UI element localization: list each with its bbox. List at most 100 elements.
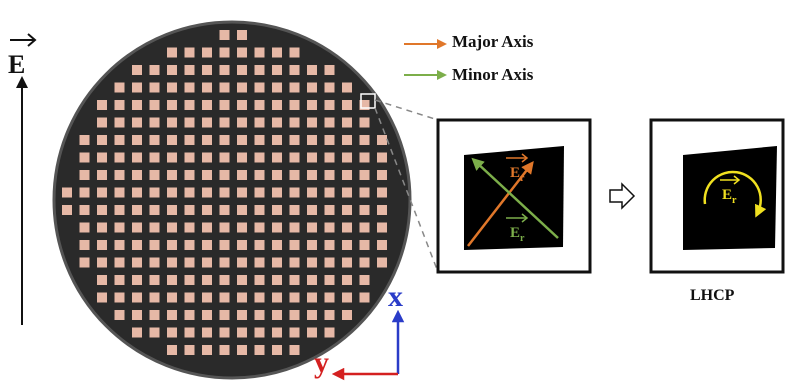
patch-element — [97, 100, 107, 110]
patch-element — [149, 117, 160, 128]
patch-element — [132, 275, 142, 285]
patch-element — [184, 100, 195, 110]
patch-element — [237, 222, 247, 233]
patch-element — [272, 135, 282, 145]
patch-element — [359, 170, 370, 180]
patch-element — [219, 345, 230, 355]
patch-element — [272, 222, 282, 233]
patch-element — [184, 310, 195, 320]
patch-element — [289, 257, 300, 268]
patch-element — [132, 292, 142, 303]
patch-element — [97, 152, 107, 163]
patch-element — [167, 100, 177, 110]
patch-element — [149, 292, 160, 303]
patch-element — [237, 65, 247, 75]
patch-element — [184, 47, 195, 58]
patch-element — [219, 117, 230, 128]
patch-element — [132, 222, 142, 233]
patch-element — [237, 345, 247, 355]
patch-element — [272, 187, 282, 198]
patch-element — [79, 170, 90, 180]
patch-element — [97, 257, 107, 268]
patch-element — [237, 292, 247, 303]
patch-element — [307, 275, 317, 285]
patch-element — [184, 327, 195, 338]
patch-element — [184, 275, 195, 285]
patch-element — [202, 117, 212, 128]
patch-element — [272, 257, 282, 268]
e-vector-head — [27, 33, 37, 47]
patch-element — [324, 292, 335, 303]
patch-element — [79, 205, 90, 215]
patch-element — [114, 222, 125, 233]
patch-element — [237, 152, 247, 163]
patch-element — [167, 117, 177, 128]
patch-element — [307, 187, 317, 198]
patch-element — [237, 205, 247, 215]
patch-element — [324, 65, 335, 75]
patch-element — [324, 240, 335, 250]
zoom-line-top — [374, 99, 439, 121]
patch-element — [97, 275, 107, 285]
patch-element — [324, 100, 335, 110]
patch-element — [307, 100, 317, 110]
patch-element — [97, 117, 107, 128]
patch-element — [254, 275, 265, 285]
patch-element — [114, 292, 125, 303]
patch-element — [254, 310, 265, 320]
patch-element — [254, 117, 265, 128]
patch-element — [149, 100, 160, 110]
patch-element — [149, 310, 160, 320]
patch-element — [202, 187, 212, 198]
patch-element — [97, 205, 107, 215]
patch-element — [167, 47, 177, 58]
circular-arrow-icon — [703, 170, 767, 218]
e-field-label: E — [8, 50, 26, 79]
patch-element — [272, 100, 282, 110]
patch-element — [342, 135, 352, 145]
patch-element — [237, 117, 247, 128]
patch-element — [307, 222, 317, 233]
lhcp-cell-patch — [683, 146, 777, 250]
patch-element — [202, 152, 212, 163]
patch-element — [219, 310, 230, 320]
patch-element — [184, 345, 195, 355]
patch-element — [114, 310, 125, 320]
patch-element — [184, 135, 195, 145]
patch-element — [289, 100, 300, 110]
patch-element — [254, 65, 265, 75]
patch-element — [359, 222, 370, 233]
zoom-line-bottom — [374, 107, 439, 273]
patch-element — [167, 345, 177, 355]
patch-element — [377, 222, 387, 233]
patch-element — [237, 257, 247, 268]
patch-element — [237, 30, 247, 40]
patch-element — [289, 240, 300, 250]
patch-element — [202, 135, 212, 145]
patch-element — [97, 135, 107, 145]
patch-element — [114, 135, 125, 145]
patch-element — [132, 100, 142, 110]
patch-element — [324, 135, 335, 145]
patch-element — [219, 187, 230, 198]
patch-element — [289, 222, 300, 233]
patch-element — [167, 135, 177, 145]
patch-element — [237, 310, 247, 320]
patch-element — [132, 205, 142, 215]
patch-element — [167, 170, 177, 180]
patch-element — [219, 327, 230, 338]
patch-element — [289, 275, 300, 285]
patch-element — [342, 82, 352, 93]
patch-element — [307, 65, 317, 75]
patch-element — [289, 205, 300, 215]
patch-element — [184, 205, 195, 215]
minor-axis-label: Minor Axis — [452, 65, 534, 84]
patch-element — [114, 117, 125, 128]
patch-element — [114, 152, 125, 163]
patch-element — [272, 275, 282, 285]
patch-element — [219, 47, 230, 58]
patch-element — [79, 187, 90, 198]
patch-element — [114, 170, 125, 180]
patch-element — [167, 292, 177, 303]
